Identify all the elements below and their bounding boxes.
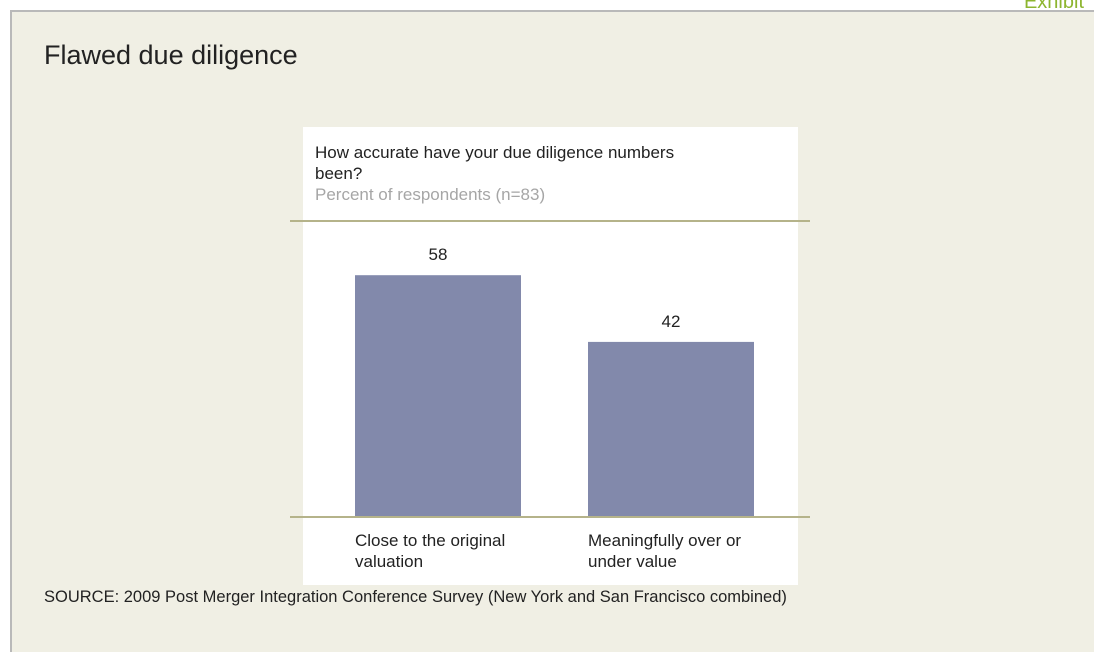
category-label: Meaningfully over or under value <box>588 531 742 571</box>
bar <box>355 275 521 517</box>
source: SOURCE: 2009 Post Merger Integration Con… <box>44 588 787 606</box>
chart-title: Flawed due diligence <box>44 40 298 70</box>
bar <box>588 341 754 517</box>
value-label: 42 <box>662 312 681 331</box>
exhibit-label: Exhibit <box>1023 0 1084 13</box>
value-label: 58 <box>429 245 448 264</box>
question: How accurate have your due diligence num… <box>315 143 675 183</box>
subtitle: Percent of respondents (n=83) <box>315 185 546 204</box>
category-label: Close to the original valuation <box>355 531 506 571</box>
